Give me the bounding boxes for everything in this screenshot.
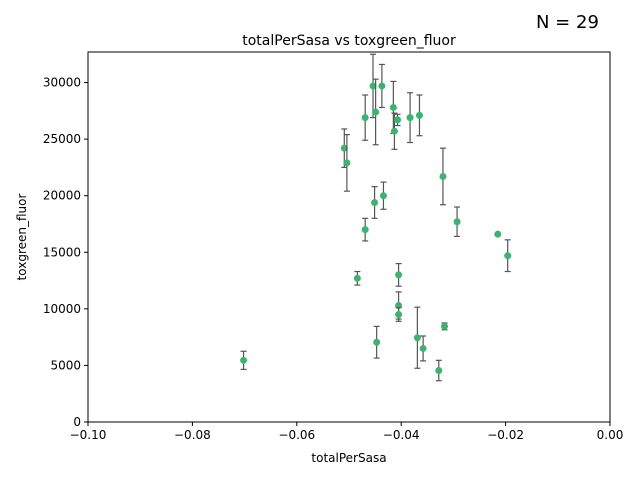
plot-area	[240, 53, 512, 382]
y-tick-label: 0	[73, 415, 81, 429]
data-point	[389, 103, 397, 111]
data-point	[406, 114, 414, 122]
x-axis-label: totalPerSasa	[311, 451, 386, 465]
data-point	[379, 192, 387, 200]
data-point	[453, 218, 461, 226]
data-point	[504, 252, 512, 260]
y-tick-label: 15000	[43, 245, 81, 259]
data-point	[395, 311, 403, 319]
data-point	[378, 82, 386, 90]
data-point	[361, 114, 369, 122]
axes: −0.10 −0.08 −0.06 −0.04 −0.02 0.00 0 5000 10000 1…	[43, 76, 624, 442]
x-tick-label: −0.02	[487, 428, 524, 442]
data-point	[413, 334, 421, 342]
data-point	[435, 367, 443, 375]
data-point	[372, 108, 380, 116]
y-tick-label: 25000	[43, 132, 81, 146]
x-tick-label: −0.10	[70, 428, 107, 442]
data-point	[415, 111, 423, 119]
data-point	[361, 226, 369, 234]
data-point	[340, 144, 348, 152]
y-tick-label: 5000	[50, 358, 81, 372]
sample-count-label: N = 29	[536, 12, 599, 33]
x-tick-label: −0.08	[174, 428, 211, 442]
data-point	[395, 271, 403, 279]
data-point	[439, 172, 447, 180]
y-tick-label: 20000	[43, 189, 81, 203]
data-point	[353, 274, 361, 282]
data-point	[390, 127, 398, 135]
x-tick-label: −0.04	[383, 428, 420, 442]
chart-title: totalPerSasa vs toxgreen_fluor	[242, 33, 456, 49]
data-point	[373, 338, 381, 346]
data-point	[394, 116, 402, 124]
y-tick-label: 10000	[43, 302, 81, 316]
data-point	[369, 82, 377, 90]
data-point	[240, 356, 248, 364]
x-tick-label: 0.00	[597, 428, 624, 442]
y-tick-label: 30000	[43, 76, 81, 90]
data-point	[419, 344, 427, 352]
data-point	[371, 198, 379, 206]
x-tick-label: −0.06	[278, 428, 315, 442]
y-axis-label: toxgreen_fluor	[15, 194, 29, 281]
data-point	[343, 159, 351, 167]
data-point	[441, 322, 449, 330]
data-point	[494, 230, 502, 238]
plot-frame	[87, 51, 611, 423]
